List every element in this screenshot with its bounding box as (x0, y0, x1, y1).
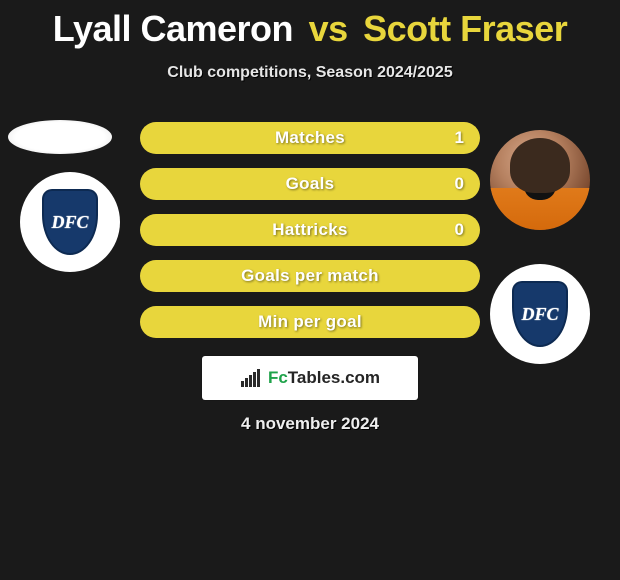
vs-text: vs (309, 8, 348, 49)
stat-bar: Hattricks 0 (140, 214, 480, 246)
brand-text: FcTables.com (268, 368, 380, 388)
stat-label: Min per goal (258, 312, 362, 332)
stat-label: Hattricks (272, 220, 347, 240)
player2-name: Scott Fraser (363, 8, 567, 49)
footer-date: 4 november 2024 (0, 414, 620, 434)
player1-club-badge: DFC (20, 172, 120, 272)
stat-bar: Goals 0 (140, 168, 480, 200)
stat-label: Goals per match (241, 266, 379, 286)
brand-badge[interactable]: FcTables.com (202, 356, 418, 400)
stat-row: Goals per match (140, 260, 480, 292)
stats-bars: Matches 1 Goals 0 Hattricks 0 Goals per … (140, 122, 480, 352)
brand-prefix: Fc (268, 368, 288, 387)
stat-row: Min per goal (140, 306, 480, 338)
subtitle: Club competitions, Season 2024/2025 (0, 64, 620, 82)
stat-bar: Matches 1 (140, 122, 480, 154)
brand-chart-icon (240, 369, 262, 387)
club-shield-icon: DFC (512, 281, 568, 347)
brand-suffix: Tables.com (288, 368, 380, 387)
stat-row: Matches 1 (140, 122, 480, 154)
stat-value-right: 0 (455, 168, 464, 200)
stat-label: Goals (286, 174, 335, 194)
player2-club-badge: DFC (490, 264, 590, 364)
stat-bar: Goals per match (140, 260, 480, 292)
stat-row: Goals 0 (140, 168, 480, 200)
stat-label: Matches (275, 128, 345, 148)
stat-row: Hattricks 0 (140, 214, 480, 246)
club-shield-icon: DFC (42, 189, 98, 255)
player1-avatar (8, 120, 112, 154)
player2-avatar (490, 130, 590, 230)
stat-bar: Min per goal (140, 306, 480, 338)
stat-value-right: 0 (455, 214, 464, 246)
club-initials: DFC (521, 304, 558, 325)
stat-value-right: 1 (455, 122, 464, 154)
club-initials: DFC (51, 212, 88, 233)
player1-name: Lyall Cameron (53, 8, 293, 49)
comparison-title: Lyall Cameron vs Scott Fraser (0, 0, 620, 50)
